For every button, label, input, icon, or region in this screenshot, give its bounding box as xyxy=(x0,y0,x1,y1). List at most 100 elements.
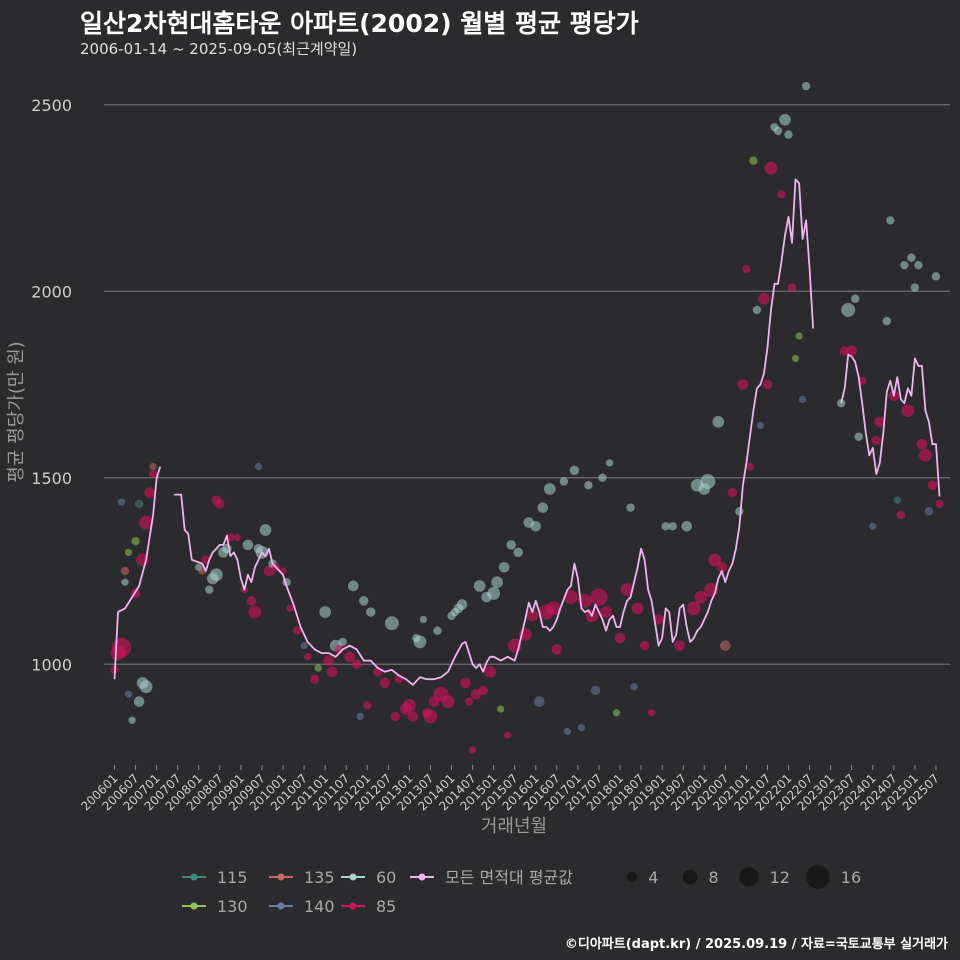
scatter-point-85 xyxy=(777,190,786,199)
scatter-point-60 xyxy=(543,483,556,495)
legend-marker-85 xyxy=(349,902,357,910)
scatter-point-85 xyxy=(546,601,561,616)
scatter-point-85 xyxy=(309,674,320,684)
scatter-point-60 xyxy=(668,522,677,531)
scatter-point-60 xyxy=(347,580,359,592)
scatter-point-85 xyxy=(896,510,906,520)
scatter-point-60 xyxy=(882,316,892,326)
average-line xyxy=(113,178,941,686)
scatter-point-85 xyxy=(551,644,563,655)
scatter-point-60 xyxy=(559,477,569,486)
scatter-point-85 xyxy=(927,480,938,490)
scatter-point-140 xyxy=(533,696,545,707)
scatter-point-60 xyxy=(854,432,863,441)
scatter-point-85 xyxy=(351,659,362,670)
scatter-point-130 xyxy=(497,705,505,713)
scatter-point-60 xyxy=(491,576,504,589)
scatter-point-140 xyxy=(117,498,126,506)
scatter-point-60 xyxy=(530,520,542,532)
scatter-point-140 xyxy=(563,727,572,736)
scatter-point-60 xyxy=(456,599,468,610)
average-line-segment xyxy=(113,466,162,680)
scatter-point-60 xyxy=(626,503,635,512)
scatter-point-140 xyxy=(577,724,586,732)
legend-marker-115 xyxy=(190,873,198,881)
scatter-point-85 xyxy=(787,283,797,292)
scatter-point-140 xyxy=(124,690,133,698)
legend-size-circle xyxy=(626,871,638,883)
scatter-point-60 xyxy=(712,415,725,428)
scatter-point-85 xyxy=(600,606,612,618)
scatter-point-85 xyxy=(144,487,155,498)
scatter-point-85 xyxy=(694,590,708,604)
scatter-point-60 xyxy=(139,680,153,694)
scatter-point-60 xyxy=(914,260,923,270)
scatter-point-135 xyxy=(120,566,130,576)
scatter-point-85 xyxy=(745,462,755,471)
x-axis-ticks: 2006012006072007012007072008012008072009… xyxy=(78,765,942,814)
legend-size-circle xyxy=(739,867,759,887)
scatter-point-60 xyxy=(359,596,369,606)
scatter-point-60 xyxy=(661,522,670,531)
y-axis-ticks: 1000 1500 2000 2500 xyxy=(31,96,72,675)
average-line-segment xyxy=(174,178,814,686)
scatter-point-130 xyxy=(314,664,322,672)
scatter-point-60 xyxy=(384,616,399,631)
scatter-point-85 xyxy=(762,379,773,390)
scatter-point-85 xyxy=(323,655,334,666)
legend-size-label: 16 xyxy=(841,868,861,887)
scatter-points xyxy=(110,81,944,754)
scatter-point-85 xyxy=(484,665,496,678)
scatter-point-85 xyxy=(246,596,257,606)
legend-size-circle xyxy=(806,865,830,889)
scatter-point-60 xyxy=(931,272,941,281)
scatter-point-140 xyxy=(869,522,877,530)
scatter-point-60 xyxy=(851,294,860,303)
scatter-point-85 xyxy=(111,637,132,658)
scatter-point-85 xyxy=(263,565,275,577)
legend-label-130: 130 xyxy=(217,897,248,916)
scatter-point-85 xyxy=(233,533,242,542)
scatter-point-60 xyxy=(506,540,516,550)
scatter-point-85 xyxy=(686,601,701,616)
scatter-point-85 xyxy=(390,711,401,722)
scatter-point-60 xyxy=(419,615,428,624)
scatter-point-85 xyxy=(758,292,770,305)
scatter-point-130 xyxy=(749,156,758,165)
scatter-point-60 xyxy=(910,283,920,292)
scatter-point-85 xyxy=(916,438,928,450)
legend-marker-140 xyxy=(277,902,285,910)
scatter-point-85 xyxy=(716,562,728,573)
legend-size-circle xyxy=(682,869,698,885)
scatter-point-140 xyxy=(924,507,934,516)
scatter-point-85 xyxy=(653,614,664,625)
scatter-point-60 xyxy=(752,305,762,315)
y-tick-label: 2500 xyxy=(31,96,72,115)
legend-marker-60 xyxy=(349,873,357,881)
scatter-point-85 xyxy=(286,604,294,612)
scatter-point-85 xyxy=(871,435,882,446)
average-line-segment xyxy=(840,353,941,497)
scatter-point-140 xyxy=(356,712,364,721)
scatter-point-60 xyxy=(487,587,501,600)
scatter-point-85 xyxy=(344,651,356,663)
scatter-point-85 xyxy=(139,515,154,530)
scatter-point-85 xyxy=(563,590,578,605)
scatter-point-60 xyxy=(433,626,442,635)
scatter-point-135 xyxy=(720,640,731,651)
scatter-point-85 xyxy=(647,709,656,717)
scatter-point-60 xyxy=(242,539,254,551)
legend-size-label: 4 xyxy=(648,868,658,887)
scatter-point-60 xyxy=(681,520,693,532)
scatter-point-140 xyxy=(300,641,308,650)
scatter-point-85 xyxy=(727,487,738,498)
scatter-point-60 xyxy=(784,130,793,139)
scatter-point-130 xyxy=(795,332,803,340)
legend-label-avg: 모든 면적대 평균값 xyxy=(445,868,573,887)
scatter-point-135 xyxy=(149,462,157,471)
scatter-point-85 xyxy=(215,499,225,509)
scatter-point-60 xyxy=(473,580,486,592)
legend-size-label: 12 xyxy=(770,868,790,887)
legend-marker-130 xyxy=(190,902,198,910)
scatter-point-60 xyxy=(205,585,214,594)
